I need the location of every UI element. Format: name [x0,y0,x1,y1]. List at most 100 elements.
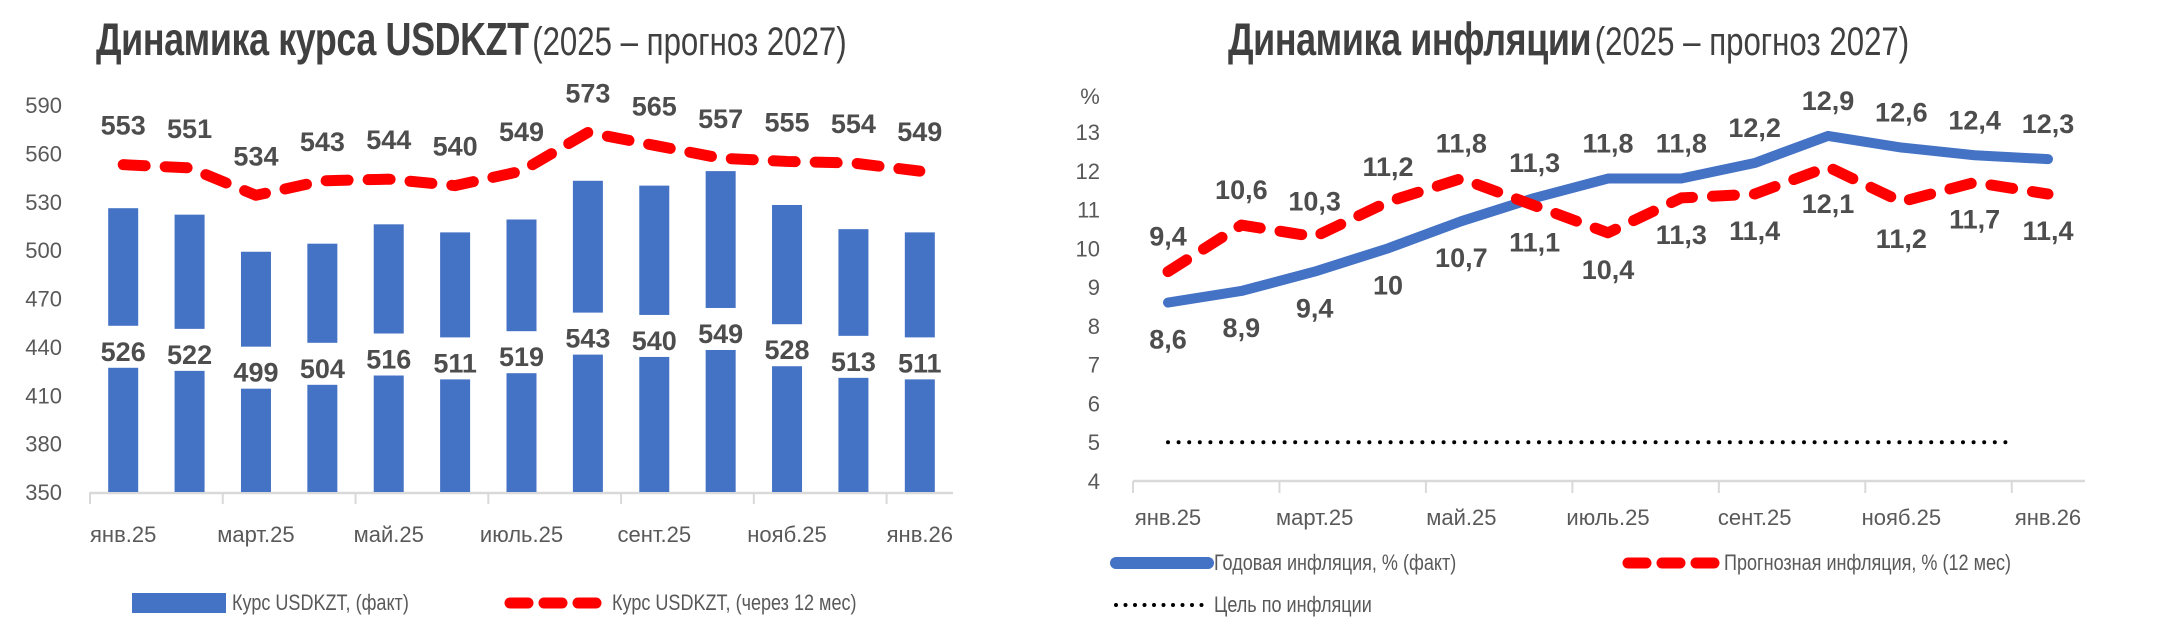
y-tick-label: 6 [1088,391,1100,416]
fact-value-label: 9,4 [1296,294,1334,324]
x-tick-label: март.25 [1276,505,1353,530]
fact-value-label: 8,9 [1223,313,1261,343]
bar-value-label: 543 [565,324,610,354]
bar-value-label: 499 [233,358,278,388]
x-tick-label: сент.25 [617,522,691,547]
legend-label-forecast: Курс USDKZT, (через 12 мес) [612,590,857,615]
usdkzt-legend-forecast: Курс USDKZT, (через 12 мес) [500,590,910,616]
line-value-label: 549 [499,117,544,147]
inflation-chart-title: Динамика инфляции (2025 – прогноз 2027) [1228,12,1909,66]
bar-value-label: 504 [300,354,345,384]
dotted-line-swatch-icon [1114,603,1210,607]
line-value-label: 540 [433,132,478,162]
x-tick-label: нояб.25 [747,522,826,547]
forecast-value-label: 11,8 [1436,129,1487,159]
fact-value-label: 11,3 [1509,148,1560,178]
fact-value-label: 10 [1373,270,1403,300]
x-tick-label: нояб.25 [1862,505,1941,530]
fact-value-label: 12,9 [1802,86,1855,116]
line-value-label: 557 [698,104,743,134]
line-value-label: 544 [366,125,411,155]
y-tick-label: 7 [1088,353,1100,378]
x-tick-label: янв.26 [2015,505,2081,530]
bar-value-label: 516 [366,345,411,375]
fact-value-label: 11,8 [1582,129,1633,159]
forecast-value-label: 11,2 [1362,152,1413,182]
y-tick-label: 530 [25,190,62,215]
x-tick-label: янв.25 [1135,505,1201,530]
bar-value-label: 519 [499,342,544,372]
forecast-value-label: 11,2 [1876,224,1927,254]
forecast-value-label: 10,3 [1288,187,1341,217]
legend-label-inflation-target: Цель по инфляции [1214,592,1372,617]
y-tick-label: 500 [25,238,62,263]
forecast-value-label: 10,4 [1582,255,1635,285]
fact-value-label: 12,2 [1728,113,1781,143]
usdkzt-legend-fact: Курс USDKZT, (факт) [132,590,448,616]
forecast-value-label: 11,7 [1949,204,2000,234]
x-tick-label: янв.25 [90,522,156,547]
y-tick-label: 380 [25,432,62,457]
x-tick-label: май.25 [354,522,424,547]
bar-value-label: 540 [632,326,677,356]
y-tick-label: 13 [1076,120,1100,145]
y-tick-label: 560 [25,141,62,166]
line-value-label: 534 [233,141,278,171]
usdkzt-chart-title: Динамика курса USDKZT (2025 – прогноз 20… [96,12,847,66]
forecast-line [117,126,926,201]
usdkzt-plot: 350 380 410 440 470 500 530 560 590 янв.25 март.25… [25,78,953,547]
line-value-label: 573 [565,78,610,108]
forecast-value-label: 11,4 [1729,216,1780,246]
forecast-value-label: 11,1 [1509,228,1560,258]
line-value-label: 565 [632,91,677,121]
dashed-line-swatch-icon [1622,557,1724,569]
fact-value-label: 12,3 [2022,109,2075,139]
usdkzt-title-period: (2025 – прогноз 2027) [532,20,847,64]
usdkzt-title-main: Динамика курса USDKZT [96,13,529,65]
line-value-label: 555 [765,107,810,137]
line-value-label: 549 [897,117,942,147]
forecast-value-label: 11,3 [1656,220,1707,250]
solid-line-swatch-icon [1110,557,1214,569]
x-tick-label: сент.25 [1718,505,1792,530]
x-tick-label: май.25 [1426,505,1496,530]
x-tick-label: янв.26 [887,522,953,547]
x-tick-label: июль.25 [480,522,563,547]
inflation-title-period: (2025 – прогноз 2027) [1594,20,1910,64]
forecast-value-label: 11,4 [2022,216,2073,246]
fact-value-label: 12,6 [1875,98,1928,128]
legend-label-inflation-fact: Годовая инфляция, % (факт) [1214,550,1457,575]
y-tick-label: 4 [1088,469,1100,494]
fact-inflation-line [1163,130,2053,308]
y-tick-label: 11 [1077,198,1100,223]
dashed-line-swatch-icon [504,597,610,609]
fact-value-label: 12,4 [1948,105,2001,135]
line-value-label: 553 [101,111,146,141]
bar-swatch-icon [132,593,226,613]
forecast-inflation-line [1162,161,2054,278]
line-value-label: 543 [300,127,345,157]
bar-value-label: 522 [167,340,212,370]
legend-label-inflation-forecast: Прогнозная инфляция, % (12 мес) [1724,550,2012,575]
inflation-legend-fact: Годовая инфляция, % (факт) [1110,550,1509,576]
y-tick-label: 10 [1076,236,1100,261]
bar-value-label: 511 [898,348,942,378]
fact-value-label: 8,6 [1149,325,1187,355]
bar-value-label: 526 [101,337,146,367]
usdkzt-chart-panel: Динамика курса USDKZT (2025 – прогноз 20… [0,0,1000,627]
inflation-legend-target: Цель по инфляции [1110,592,1406,618]
fact-value-label: 11,8 [1656,129,1707,159]
legend-label-fact: Курс USDKZT, (факт) [232,590,409,615]
bar-value-label: 528 [765,335,810,365]
forecast-value-label: 12,1 [1802,189,1855,219]
inflation-plot: % 4 5 6 7 8 9 10 11 12 13 янв.25 март.25 май.25 июль.2… [1076,84,2085,530]
y-tick-label: 410 [25,383,62,408]
y-tick-label: 8 [1088,314,1100,339]
fact-value-label: 10,7 [1435,243,1488,273]
y-unit-label: % [1080,84,1100,109]
x-tick-label: март.25 [217,522,294,547]
forecast-value-label: 10,6 [1215,175,1268,205]
y-tick-label: 470 [25,287,62,312]
y-tick-label: 12 [1076,159,1100,184]
line-value-label: 551 [167,114,212,144]
